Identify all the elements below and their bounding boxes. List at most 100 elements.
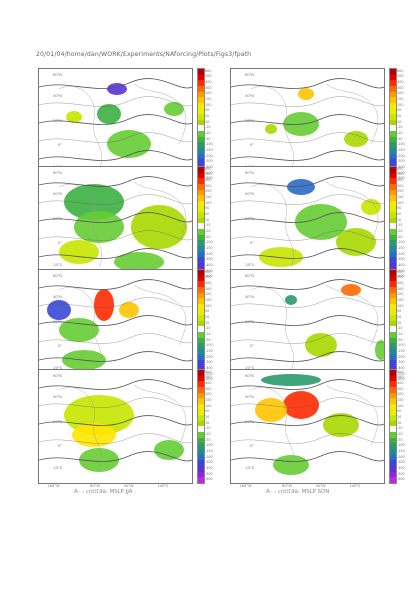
contour-line [231, 379, 384, 390]
colorbar-label: 20 [205, 212, 210, 217]
colorbar-segment [390, 102, 396, 109]
colorbar-segment [390, 454, 396, 461]
colorbar [197, 369, 205, 484]
colorbar-segment [390, 370, 396, 376]
colorbar-segment [198, 147, 204, 154]
colorbar-segment [390, 343, 396, 349]
colorbar-label: 100 [397, 403, 404, 408]
shaded-anomaly-region [94, 289, 114, 321]
colorbar-segment [390, 354, 396, 361]
colorbar-segment [390, 136, 396, 143]
colorbar-label: 150 [397, 398, 404, 403]
colorbar-segment [198, 354, 204, 361]
shaded-anomaly-region [72, 423, 116, 447]
colorbar-label: -600 [397, 477, 405, 482]
colorbar-label: 400 [205, 178, 212, 183]
colorbar-segment [390, 398, 396, 404]
colorbar-label: 600 [205, 68, 212, 73]
colorbar-segment [198, 167, 204, 173]
shaded-anomaly-region [74, 211, 124, 243]
contour-line [231, 176, 384, 187]
colorbar-label: 150 [397, 97, 404, 102]
contour-line [231, 96, 384, 107]
colorbar-segment [198, 153, 204, 160]
colorbar-segment [198, 183, 204, 190]
colorbar-segment [390, 448, 396, 455]
colorbar-label: 300 [397, 85, 404, 90]
colorbar-segment [198, 315, 204, 321]
colorbar-label: -100 [205, 240, 213, 245]
colorbar-segment [198, 286, 204, 293]
colorbar-segment [390, 348, 396, 355]
longitude-tick-label: 40°W [315, 484, 326, 488]
colorbar-segment [198, 223, 204, 230]
colorbar-label: -10 [205, 125, 211, 130]
colorbar-label: -150 [397, 245, 405, 250]
contour-line [39, 397, 192, 408]
colorbar-segment [198, 234, 204, 241]
colorbar-label: -400 [205, 465, 213, 470]
colorbar-label: 200 [397, 292, 404, 297]
colorbar-label: 20 [397, 315, 402, 320]
colorbar-segment [390, 392, 396, 399]
colorbar-label: 150 [205, 97, 212, 102]
colorbar-segment [390, 270, 396, 276]
colorbar-label: -500 [397, 170, 405, 175]
shaded-anomaly-region [344, 131, 368, 147]
colorbar-label: 500 [397, 74, 404, 79]
colorbar-segment [390, 432, 396, 438]
colorbar-label: -400 [397, 365, 405, 370]
colorbar-label: 500 [205, 375, 212, 380]
contour-line [39, 379, 192, 390]
coastline [58, 86, 103, 170]
latitude-tick-label: 0° [57, 142, 62, 147]
colorbar-label: -10 [397, 326, 403, 331]
shaded-anomaly-region [66, 111, 82, 123]
colorbar-label: -150 [397, 147, 405, 152]
latitude-tick-label: 20°S [245, 466, 254, 471]
colorbar-segment [390, 286, 396, 293]
colorbar-label: -50 [397, 234, 403, 239]
colorbar-segment [198, 212, 204, 218]
colorbar-segment [390, 178, 396, 184]
colorbar-segment [198, 386, 204, 393]
latitude-tick-label: 60°N [244, 170, 254, 175]
contour-line [231, 248, 384, 259]
colorbar-segment [390, 420, 396, 427]
colorbar [389, 166, 397, 281]
contour-line [231, 150, 384, 161]
colorbar-segment [198, 270, 204, 276]
colorbar-label: -20 [397, 331, 403, 336]
colorbar-segment [390, 108, 396, 115]
colorbar-segment [198, 332, 204, 338]
colorbar [197, 166, 205, 281]
contour-line [39, 230, 192, 241]
colorbar-segment [198, 471, 204, 478]
colorbar-segment [390, 465, 396, 472]
colorbar-segment [198, 415, 204, 421]
colorbar-label: -150 [397, 448, 405, 453]
coastline [250, 184, 295, 268]
contour-line [231, 78, 384, 89]
colorbar-label: -300 [205, 257, 213, 262]
colorbar-segment [390, 200, 396, 207]
colorbar-label: -100 [205, 443, 213, 448]
contour-line [231, 397, 384, 408]
colorbar-label: -50 [397, 337, 403, 342]
shaded-anomaly-region [97, 104, 121, 124]
colorbar-segment [390, 223, 396, 230]
contour-line [39, 114, 192, 125]
colorbar-segment [198, 69, 204, 75]
shaded-anomaly-region [285, 295, 297, 305]
colorbar-label: -10 [397, 125, 403, 130]
colorbar-segment [198, 217, 204, 224]
colorbar-segment [198, 142, 204, 148]
colorbar-segment [390, 147, 396, 154]
map-plot-area [230, 369, 385, 484]
latitude-tick-label: 0° [57, 443, 62, 448]
contour-line [39, 297, 192, 308]
shaded-anomaly-region [298, 88, 314, 100]
colorbar-segment [390, 320, 396, 327]
colorbar-segment [198, 409, 204, 416]
colorbar-label: 200 [205, 91, 212, 96]
